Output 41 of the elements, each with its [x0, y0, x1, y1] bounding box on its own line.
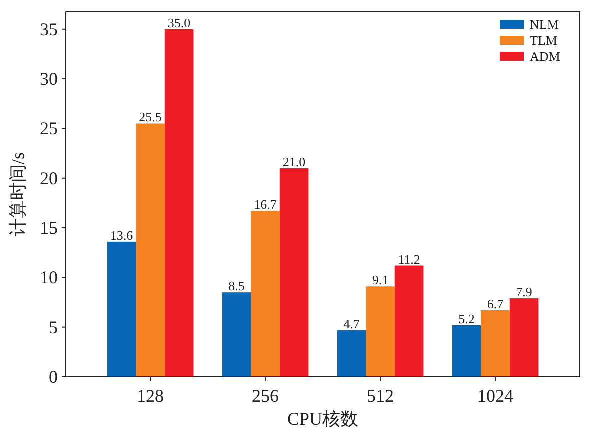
data-label: 4.7 [344, 316, 360, 332]
bar [452, 325, 482, 377]
bar [222, 292, 252, 377]
data-label: 9.1 [372, 272, 389, 288]
x-tick-label: 256 [252, 386, 280, 406]
data-label: 8.5 [228, 278, 245, 294]
bar [107, 242, 136, 377]
x-tick-label: 128 [137, 386, 164, 406]
y-tick-label: 25 [40, 118, 58, 139]
legend-label: TLM [530, 33, 558, 48]
data-label: 21.0 [282, 154, 306, 170]
y-tick-label: 10 [40, 268, 58, 288]
bar [481, 310, 510, 377]
y-tick-label: 15 [40, 218, 58, 238]
x-tick-label: 1024 [477, 386, 514, 406]
y-tick-label: 30 [40, 69, 58, 90]
bar [394, 266, 424, 377]
data-label: 13.6 [110, 228, 134, 243]
bar [366, 286, 395, 377]
y-axis-title: 计算时间/s [8, 152, 28, 237]
bar [510, 298, 539, 377]
x-tick-label: 512 [366, 386, 394, 406]
bar [164, 29, 194, 377]
legend-label: NLM [530, 17, 560, 32]
bar [251, 211, 280, 377]
data-label: 16.7 [254, 197, 278, 212]
y-tick-label: 20 [40, 168, 58, 188]
data-label: 7.9 [516, 284, 532, 300]
x-axis-title: CPU核数 [287, 409, 359, 429]
y-tick-label: 5 [49, 317, 58, 338]
bar [136, 124, 165, 377]
data-label: 6.7 [487, 296, 504, 312]
bar [280, 168, 309, 377]
y-tick-label: 0 [49, 367, 58, 387]
data-label: 25.5 [139, 110, 162, 125]
bar [337, 330, 366, 377]
data-label: 35.0 [168, 15, 191, 30]
data-label: 11.2 [398, 252, 420, 267]
legend-label: ADM [530, 49, 561, 64]
y-tick-label: 35 [40, 19, 58, 40]
data-label: 5.2 [458, 311, 475, 326]
